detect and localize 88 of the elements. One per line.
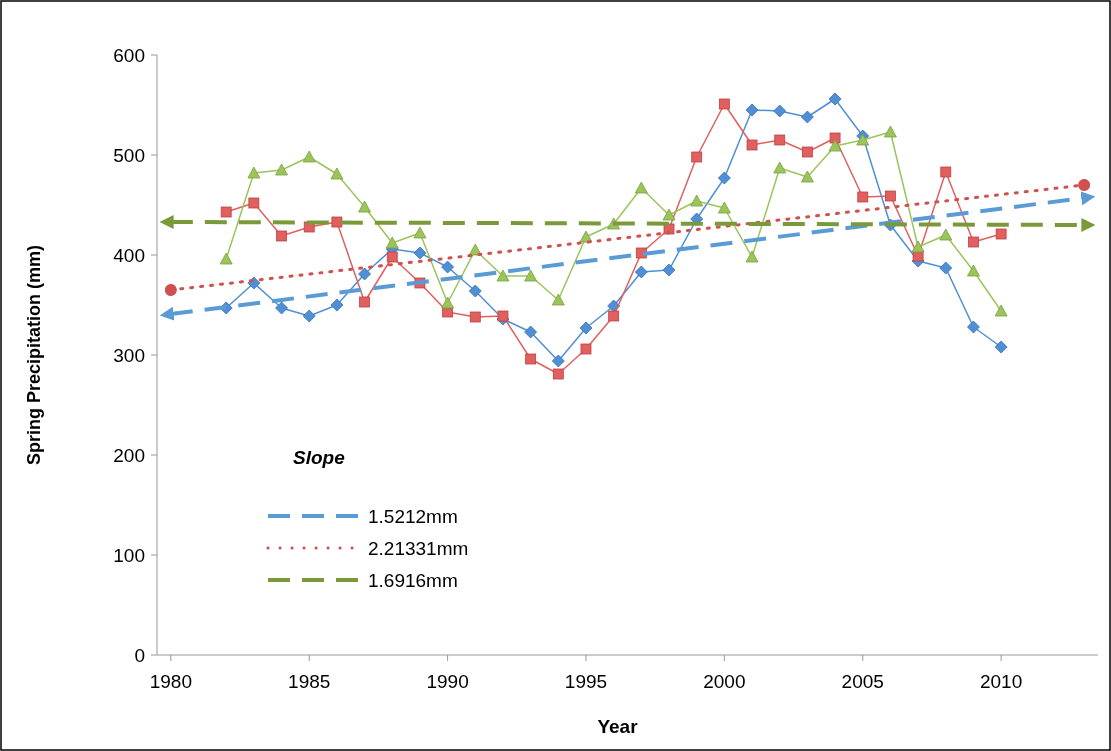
point xyxy=(330,298,344,312)
y-axis-title: Spring Precipitation (mm) xyxy=(24,244,44,466)
point xyxy=(551,354,565,368)
point xyxy=(358,200,371,213)
point xyxy=(745,103,759,117)
y-tick-label: 100 xyxy=(113,544,145,566)
point xyxy=(552,368,564,380)
point xyxy=(717,201,731,214)
y-tick-label: 600 xyxy=(113,44,145,66)
point xyxy=(746,139,758,151)
point xyxy=(358,267,371,281)
point xyxy=(717,171,731,185)
point xyxy=(885,190,896,202)
point xyxy=(828,139,842,152)
y-tick-label: 300 xyxy=(113,344,145,366)
point xyxy=(828,92,842,106)
point xyxy=(248,197,260,209)
point xyxy=(662,208,676,221)
point xyxy=(386,251,398,263)
point xyxy=(275,301,288,315)
point xyxy=(634,265,648,279)
point xyxy=(497,310,509,322)
x-tick-label: 1985 xyxy=(288,671,331,692)
legend-label: 2.21331mm xyxy=(368,537,469,559)
point xyxy=(302,150,316,163)
point xyxy=(275,163,288,176)
point xyxy=(524,325,538,339)
point xyxy=(940,166,952,178)
point xyxy=(856,133,870,146)
y-tick-label: 0 xyxy=(134,644,145,666)
point xyxy=(801,110,814,124)
legend-label: 1.6916mm xyxy=(368,569,458,591)
point xyxy=(441,296,454,309)
point xyxy=(773,161,787,174)
point xyxy=(802,146,813,158)
point xyxy=(331,216,343,228)
point xyxy=(608,310,620,322)
point xyxy=(773,104,787,118)
point xyxy=(884,125,897,138)
point xyxy=(413,246,427,260)
point xyxy=(302,309,316,323)
x-tick-label: 1995 xyxy=(564,671,608,692)
point xyxy=(579,321,593,335)
y-tick-label: 500 xyxy=(113,144,145,166)
point xyxy=(939,228,953,241)
legend-title: Slope xyxy=(293,447,346,468)
point xyxy=(690,194,704,207)
point xyxy=(745,250,759,263)
point xyxy=(718,98,730,110)
y-tick-label: 200 xyxy=(113,444,145,466)
point xyxy=(994,340,1008,354)
point xyxy=(469,311,481,323)
point xyxy=(441,260,454,274)
point xyxy=(662,263,676,277)
point xyxy=(967,320,980,334)
point xyxy=(995,228,1007,240)
point xyxy=(634,181,648,194)
point xyxy=(911,240,925,253)
point xyxy=(496,269,510,282)
x-tick-label: 2010 xyxy=(979,671,1023,692)
point xyxy=(551,293,565,306)
point xyxy=(385,236,399,249)
point xyxy=(468,284,482,298)
point xyxy=(525,353,537,365)
point xyxy=(359,296,370,308)
point xyxy=(580,343,592,355)
point xyxy=(691,151,703,163)
point xyxy=(939,261,953,275)
point xyxy=(774,134,786,146)
point xyxy=(857,191,869,203)
point xyxy=(801,170,814,183)
point xyxy=(968,236,979,248)
x-tick-label: 2005 xyxy=(841,671,884,692)
x-axis-title: Year xyxy=(597,716,639,737)
point xyxy=(413,226,427,239)
x-tick-label: 1980 xyxy=(149,671,192,692)
point xyxy=(276,230,287,242)
x-tick-label: 1990 xyxy=(426,671,469,692)
point xyxy=(330,167,344,180)
x-tick-label: 2000 xyxy=(703,671,746,692)
point xyxy=(524,269,538,282)
legend-label: 1.5212mm xyxy=(368,505,458,527)
point xyxy=(994,304,1008,317)
y-tick-label: 400 xyxy=(113,244,145,266)
point xyxy=(219,252,233,265)
point xyxy=(220,206,232,218)
point xyxy=(967,264,980,277)
point xyxy=(247,166,261,179)
